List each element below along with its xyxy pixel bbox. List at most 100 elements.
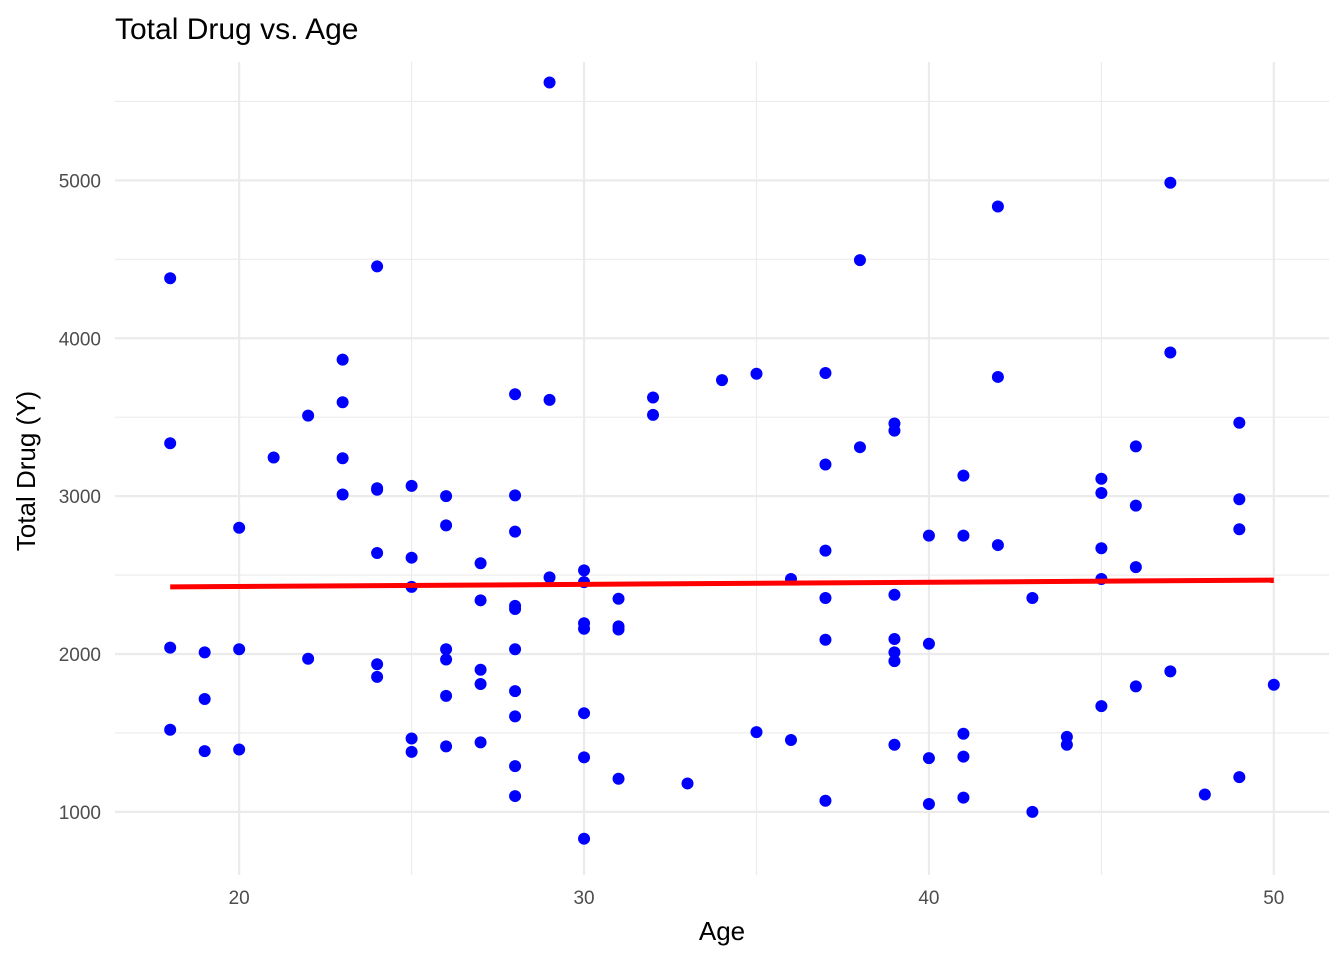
data-point [957,469,970,482]
data-point [647,408,660,421]
y-axis-ticks: 1000 2000 3000 4000 5000 [59,171,101,823]
data-point [957,750,970,763]
data-point [888,738,901,751]
data-point [336,488,349,501]
data-point [819,366,832,379]
data-point [474,677,487,690]
trend-line [170,577,1274,590]
data-point [922,637,935,650]
data-point [1129,561,1142,574]
data-point [474,594,487,607]
data-point [405,551,418,564]
y-tick-label: 4000 [59,329,101,350]
data-point [957,791,970,804]
data-point [1095,700,1108,713]
data-point [405,732,418,745]
data-point [1060,738,1073,751]
data-point [509,602,522,615]
chart-title: Total Drug vs. Age [115,13,358,46]
y-tick-label: 5000 [59,171,101,192]
y-tick-label: 1000 [59,803,101,824]
data-point [1233,416,1246,429]
data-point [819,458,832,471]
data-point [819,544,832,557]
x-tick-label: 40 [918,888,939,909]
data-point [991,200,1004,213]
data-point [474,736,487,749]
data-point [440,643,453,656]
data-point [578,564,591,577]
data-point [957,529,970,542]
data-point [440,490,453,503]
data-point [267,451,280,464]
data-point [543,76,556,89]
data-point [1198,788,1211,801]
data-point [440,740,453,753]
data-point [784,734,797,747]
data-point [371,658,384,671]
data-point [509,790,522,803]
data-point [612,623,625,636]
data-point [922,797,935,810]
data-point [1267,678,1280,691]
data-point [509,760,522,773]
data-point [371,260,384,273]
data-point [440,653,453,666]
data-point [233,643,246,656]
data-point [853,254,866,267]
data-point [888,424,901,437]
data-point [888,655,901,668]
data-point [888,646,901,659]
data-point [888,632,901,645]
data-point [1164,176,1177,189]
data-point [922,529,935,542]
data-point [198,692,211,705]
data-point [509,643,522,656]
data-point [1095,486,1108,499]
data-point [1129,499,1142,512]
data-point [991,539,1004,552]
x-tick-label: 50 [1263,888,1284,909]
data-point [578,751,591,764]
data-point [164,437,177,450]
data-point [1095,542,1108,555]
data-point [578,707,591,720]
data-point [647,391,660,404]
data-point [336,353,349,366]
data-point [716,374,728,387]
data-point [578,622,591,635]
data-point [1233,523,1246,536]
data-point [405,479,418,492]
data-point [612,772,625,785]
data-point [578,832,591,845]
data-point [1129,440,1142,453]
data-point [922,752,935,765]
data-point [509,388,522,401]
x-axis-title: Age [699,916,745,946]
data-point [1026,805,1039,818]
grid [115,62,1329,875]
y-tick-label: 3000 [59,487,101,508]
data-point [371,483,384,496]
data-point [750,367,763,380]
data-point [302,652,315,665]
data-point [750,726,763,739]
data-point [543,393,556,406]
x-axis-ticks: 20 30 40 50 [229,888,1285,909]
data-point [474,557,487,570]
data-point [1164,665,1177,678]
data-point [681,777,694,790]
data-point [612,592,625,605]
data-point [819,794,832,807]
data-point [957,727,970,740]
data-point [509,710,522,723]
data-point [1164,346,1177,359]
data-point [233,521,246,534]
y-axis-title: Total Drug (Y) [11,391,41,551]
data-point [198,745,211,758]
data-point [509,685,522,698]
data-point [371,546,384,559]
data-point [1233,771,1246,784]
data-point [543,571,556,584]
